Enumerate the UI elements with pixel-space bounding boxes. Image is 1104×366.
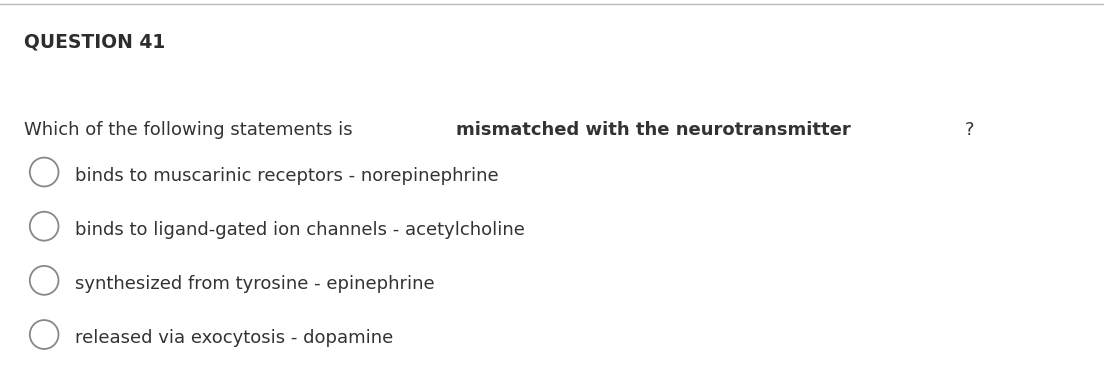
Text: Which of the following statements is: Which of the following statements is bbox=[24, 121, 359, 139]
Text: ?: ? bbox=[965, 121, 975, 139]
Text: released via exocytosis - dopamine: released via exocytosis - dopamine bbox=[75, 329, 393, 347]
Text: mismatched with the neurotransmitter: mismatched with the neurotransmitter bbox=[456, 121, 850, 139]
Text: QUESTION 41: QUESTION 41 bbox=[24, 33, 166, 52]
Text: synthesized from tyrosine - epinephrine: synthesized from tyrosine - epinephrine bbox=[75, 275, 435, 293]
Text: binds to ligand-gated ion channels - acetylcholine: binds to ligand-gated ion channels - ace… bbox=[75, 221, 524, 239]
Text: binds to muscarinic receptors - norepinephrine: binds to muscarinic receptors - norepine… bbox=[75, 167, 499, 184]
